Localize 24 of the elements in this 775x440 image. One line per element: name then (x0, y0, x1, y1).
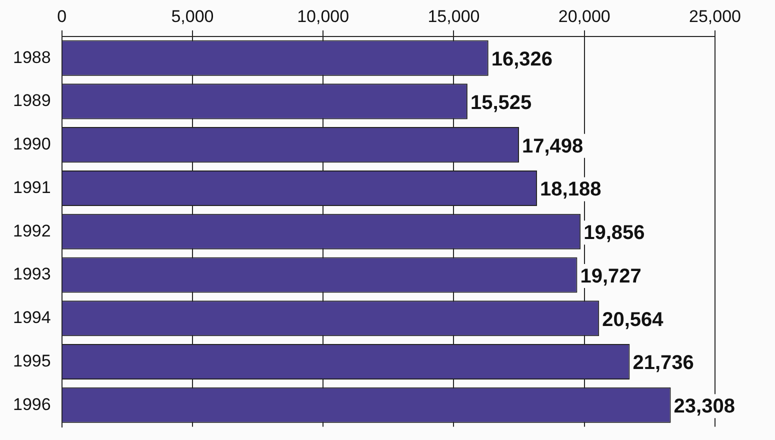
y-tick-label: 1994 (12, 308, 51, 328)
data-label: 20,564 (602, 308, 664, 331)
y-tick-label: 1995 (12, 351, 51, 370)
data-label: 16,326 (491, 48, 553, 71)
data-label: 19,856 (584, 222, 645, 244)
x-tick-label: 0 (57, 6, 67, 26)
y-tick-label: 1989 (12, 91, 51, 110)
x-tick-label: 15,000 (428, 6, 480, 26)
y-tick-label: 1990 (12, 134, 51, 154)
data-label: 17,498 (522, 135, 584, 158)
x-tick-label: 5,000 (171, 6, 214, 26)
y-tick-label: 1988 (12, 48, 51, 67)
x-tick-label: 10,000 (297, 6, 350, 26)
y-tick-label: 1992 (12, 221, 51, 240)
data-label: 15,525 (470, 92, 532, 114)
data-label: 19,727 (580, 265, 642, 288)
data-label: 21,736 (632, 352, 694, 374)
data-label: 18,188 (540, 178, 602, 201)
x-tick-label: 25,000 (689, 6, 741, 26)
data-label: 23,308 (674, 396, 735, 418)
y-tick-label: 1996 (12, 394, 51, 414)
y-tick-label: 1993 (12, 264, 51, 284)
y-tick-label: 1991 (12, 178, 51, 197)
x-tick-label: 20,000 (558, 6, 610, 26)
